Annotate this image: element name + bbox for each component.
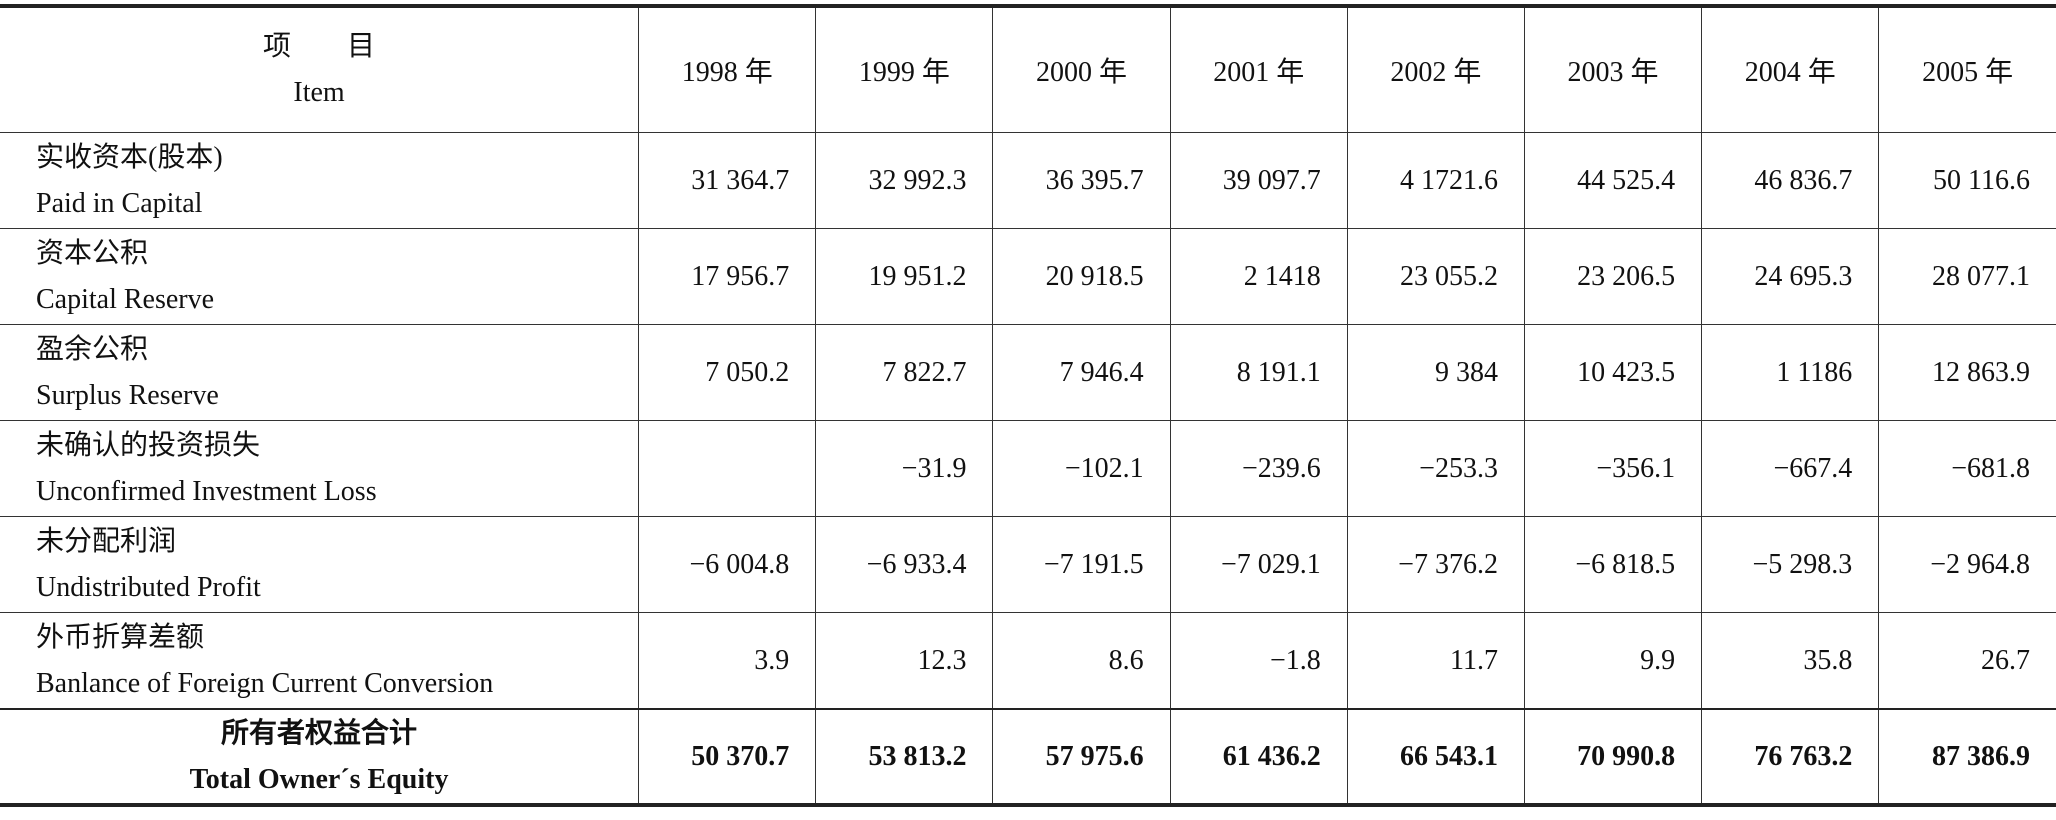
year-header: 2000 年 xyxy=(992,5,1171,133)
table-row: 未确认的投资损失 Unconfirmed Investment Loss −31.9… xyxy=(0,420,2056,517)
row-label: 未分配利润 Undistributed Profit xyxy=(0,516,640,613)
value-cell: −356.1 xyxy=(1523,420,1703,517)
value-cell: 2 1418 xyxy=(1169,228,1348,325)
row-label: 资本公积 Capital Reserve xyxy=(0,228,640,325)
value-cell: 20 918.5 xyxy=(992,228,1171,325)
value-cell: −6 933.4 xyxy=(815,516,994,613)
value-cell: 7 822.7 xyxy=(815,324,994,421)
value-cell: 61 436.2 xyxy=(1169,708,1348,806)
label-zh: 外币折算差额 xyxy=(36,621,205,653)
value-cell: 1 1186 xyxy=(1701,324,1880,421)
label-en: Paid in Capital xyxy=(36,187,203,219)
label-zh: 资本公积 xyxy=(36,237,149,269)
table-row: 资本公积 Capital Reserve 17 956.7 19 951.2 20 91… xyxy=(0,228,2056,325)
year-header: 1998 年 xyxy=(638,5,817,133)
value-cell: −239.6 xyxy=(1169,420,1348,517)
value-cell: −7 191.5 xyxy=(992,516,1171,613)
value-cell: −7 029.1 xyxy=(1169,516,1348,613)
value-cell: 36 395.7 xyxy=(992,132,1171,229)
value-cell: 12 863.9 xyxy=(1878,324,2056,421)
table-row: 未分配利润 Undistributed Profit −6 004.8 −6 933.… xyxy=(0,516,2056,613)
value-cell: −6 004.8 xyxy=(638,516,817,613)
value-cell: −667.4 xyxy=(1701,420,1880,517)
year-header: 2004 年 xyxy=(1701,5,1880,133)
row-label: 实收资本(股本) Paid in Capital xyxy=(0,132,640,229)
value-cell: −31.9 xyxy=(815,420,994,517)
value-cell: −2 964.8 xyxy=(1878,516,2056,613)
value-cell: 7 946.4 xyxy=(992,324,1171,421)
label-zh: 盈余公积 xyxy=(36,333,149,365)
value-cell: 87 386.9 xyxy=(1878,708,2056,806)
value-cell: 50 370.7 xyxy=(638,708,817,806)
value-cell: −681.8 xyxy=(1878,420,2056,517)
label-en: Banlance of Foreign Current Conversion xyxy=(36,667,494,699)
label-zh: 未分配利润 xyxy=(36,525,177,557)
label-en: Surplus Reserve xyxy=(36,379,219,411)
value-cell: 3.9 xyxy=(638,612,817,710)
value-cell: 70 990.8 xyxy=(1523,708,1703,806)
row-label: 盈余公积 Surplus Reserve xyxy=(0,324,640,421)
row-label: 外币折算差额 Banlance of Foreign Current Conver… xyxy=(0,612,640,710)
row-label: 所有者权益合计 Total Owner´s Equity xyxy=(0,708,640,806)
value-cell: 76 763.2 xyxy=(1701,708,1880,806)
value-cell: 11.7 xyxy=(1346,612,1525,710)
value-cell: 19 951.2 xyxy=(815,228,994,325)
value-cell: 26.7 xyxy=(1878,612,2056,710)
table-row: 盈余公积 Surplus Reserve 7 050.2 7 822.7 7 946.4… xyxy=(0,324,2056,421)
item-en: Item xyxy=(293,77,345,108)
value-cell: 23 206.5 xyxy=(1523,228,1703,325)
header-cell: 项 目 Item xyxy=(0,5,640,133)
value-cell: 4 1721.6 xyxy=(1346,132,1525,229)
label-en: Total Owner´s Equity xyxy=(189,763,449,795)
item-zh: 项 目 xyxy=(263,31,376,62)
value-cell: 46 836.7 xyxy=(1701,132,1880,229)
equity-table: 项 目 Item 1998 年 1999 年 2000 年 2001 年 2002 年 200… xyxy=(0,4,2056,807)
label-zh: 实收资本(股本) xyxy=(36,141,223,173)
table-row: 实收资本(股本) Paid in Capital 31 364.7 32 992.3 3… xyxy=(0,132,2056,229)
value-cell: 24 695.3 xyxy=(1701,228,1880,325)
label-zh: 所有者权益合计 xyxy=(221,717,418,749)
year-header: 2002 年 xyxy=(1346,5,1525,133)
value-cell: 35.8 xyxy=(1701,612,1880,710)
value-cell: 53 813.2 xyxy=(815,708,994,806)
year-header: 2001 年 xyxy=(1169,5,1348,133)
label-en: Capital Reserve xyxy=(36,283,215,315)
table-row: 外币折算差额 Banlance of Foreign Current Conver… xyxy=(0,612,2056,710)
value-cell: 17 956.7 xyxy=(638,228,817,325)
value-cell: 32 992.3 xyxy=(815,132,994,229)
value-cell: −7 376.2 xyxy=(1346,516,1525,613)
value-cell: 12.3 xyxy=(815,612,994,710)
value-cell: 8 191.1 xyxy=(1169,324,1348,421)
value-cell: 31 364.7 xyxy=(638,132,817,229)
value-cell: 66 543.1 xyxy=(1346,708,1525,806)
value-cell: −102.1 xyxy=(992,420,1171,517)
value-cell: 28 077.1 xyxy=(1878,228,2056,325)
label-zh: 未确认的投资损失 xyxy=(36,429,261,461)
value-cell: 8.6 xyxy=(992,612,1171,710)
year-header: 1999 年 xyxy=(815,5,994,133)
value-cell: 23 055.2 xyxy=(1346,228,1525,325)
value-cell: 50 116.6 xyxy=(1878,132,2056,229)
value-cell: −6 818.5 xyxy=(1523,516,1703,613)
value-cell: −253.3 xyxy=(1346,420,1525,517)
value-cell: 57 975.6 xyxy=(992,708,1171,806)
value-cell: 39 097.7 xyxy=(1169,132,1348,229)
value-cell: −5 298.3 xyxy=(1701,516,1880,613)
year-header: 2005 年 xyxy=(1878,5,2056,133)
table-row: 所有者权益合计 Total Owner´s Equity 50 370.7 53 81… xyxy=(0,708,2056,806)
value-cell: 9 384 xyxy=(1346,324,1525,421)
row-label: 未确认的投资损失 Unconfirmed Investment Loss xyxy=(0,420,640,517)
value-cell: 9.9 xyxy=(1523,612,1703,710)
value-cell: −1.8 xyxy=(1169,612,1348,710)
label-en: Undistributed Profit xyxy=(36,571,261,603)
value-cell xyxy=(638,420,817,517)
year-header: 2003 年 xyxy=(1523,5,1703,133)
value-cell: 10 423.5 xyxy=(1523,324,1703,421)
label-en: Unconfirmed Investment Loss xyxy=(36,475,377,507)
header-row: 项 目 Item 1998 年 1999 年 2000 年 2001 年 2002 年 200… xyxy=(0,5,2056,133)
value-cell: 44 525.4 xyxy=(1523,132,1703,229)
value-cell: 7 050.2 xyxy=(638,324,817,421)
